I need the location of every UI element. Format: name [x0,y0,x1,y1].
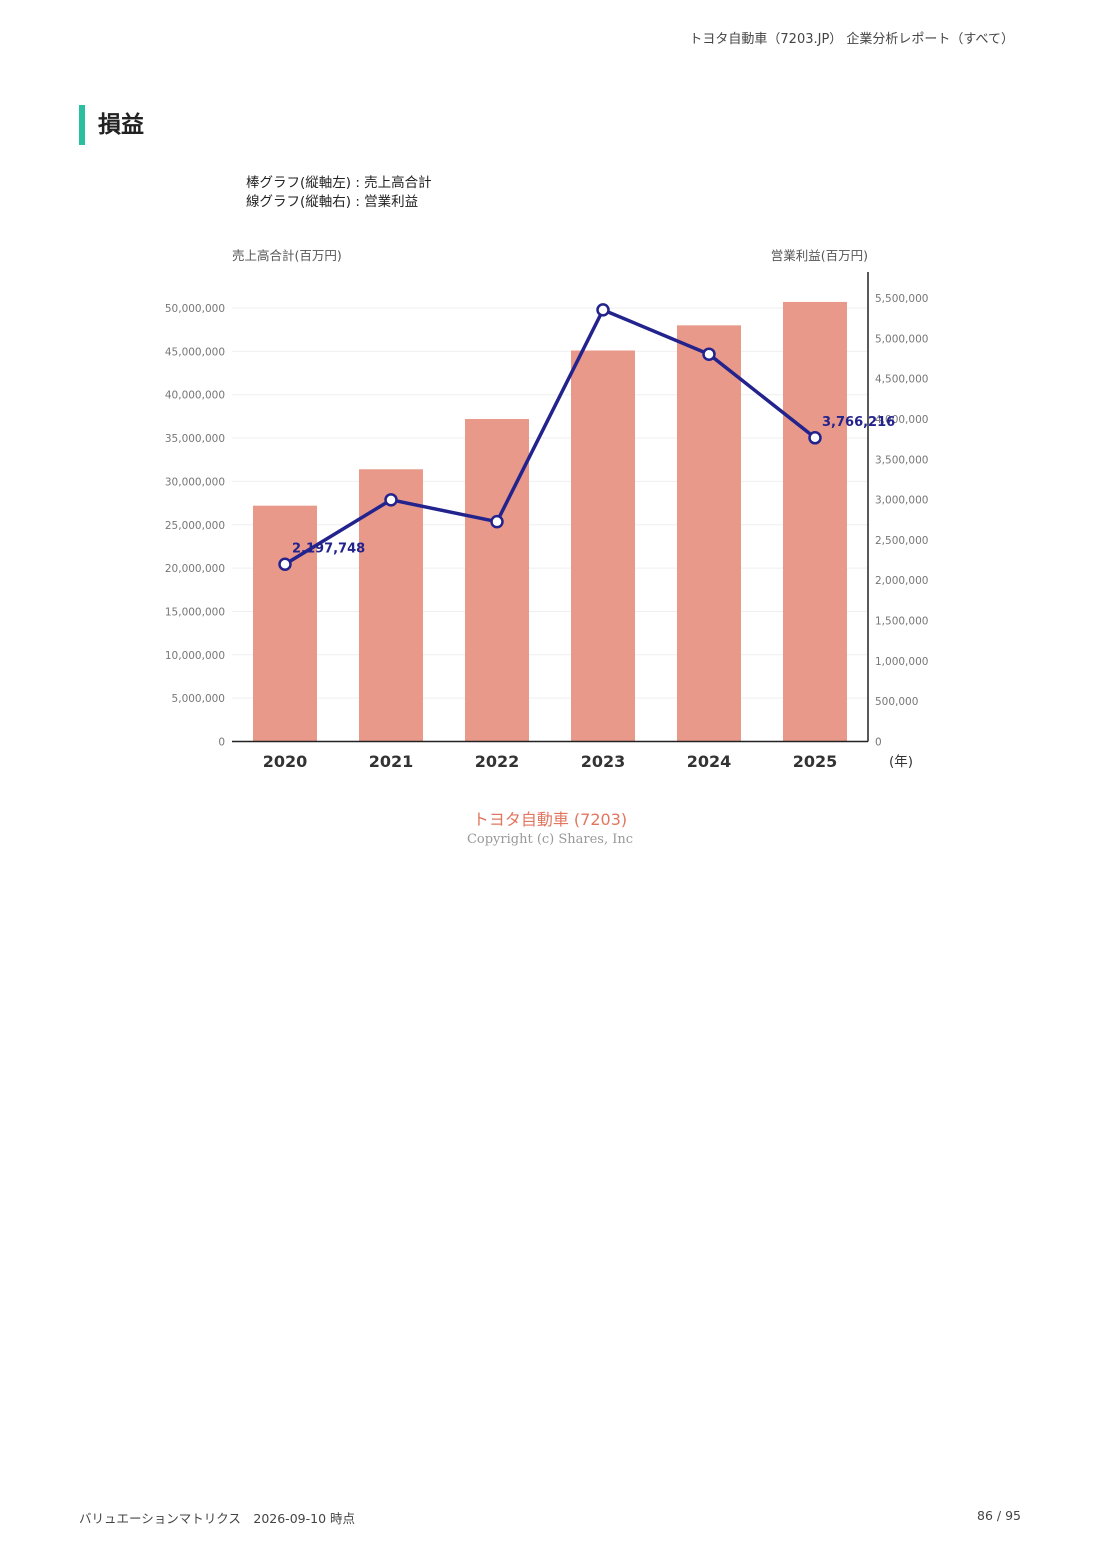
chart-axes: 売上高合計(百万円) 営業利益(百万円) (年) 0 5,000,000 10,00… [165,248,929,771]
line-point [596,303,610,317]
y-right-tick-label: 1,000,000 [875,656,928,668]
y-right-tick-label: 5,500,000 [875,293,928,305]
y-left-tick-label: 45,000,000 [165,346,225,358]
page-number: 86 / 95 [977,1508,1021,1523]
y-left-tick-label: 40,000,000 [165,390,225,402]
combo-chart: 売上高合計(百万円) 営業利益(百万円) (年) 0 5,000,000 10,00… [165,248,929,771]
section-title: 損益 [79,105,144,145]
y-right-tick-label: 500,000 [875,696,918,708]
bar [677,325,741,742]
report-header: トヨタ自動車（7203.JP） 企業分析レポート（すべて） [689,32,1014,47]
bar [253,505,317,742]
y-left-axis-label: 売上高合計(百万円) [232,248,342,263]
line-point [278,557,292,572]
line-point [808,431,822,445]
line-point [384,493,398,507]
y-right-tick-label: 2,000,000 [875,575,928,587]
bar-series [253,301,847,742]
y-right-tick-label: 3,500,000 [875,454,928,466]
x-tick-label: 2020 [263,752,308,771]
y-left-tick-label: 50,000,000 [165,303,225,315]
x-axis-unit-label: (年) [889,754,913,770]
x-tick-label: 2022 [475,752,520,771]
bar [359,469,423,742]
data-label: 3,766,216 [822,415,895,430]
y-right-tick-label: 5,000,000 [875,333,928,345]
y-left-tick-label: 30,000,000 [165,476,225,488]
x-tick-label: 2023 [581,752,626,771]
y-right-axis-label: 営業利益(百万円) [771,248,868,263]
y-right-tick-label: 4,500,000 [875,374,928,386]
chart-company-caption: トヨタ自動車 (7203) [472,810,628,829]
chart-copyright: Copyright (c) Shares, Inc [466,832,634,847]
x-tick-label: 2025 [793,752,838,771]
line-path [284,308,817,566]
line-point [490,514,504,529]
line-series [278,303,822,572]
y-left-tick-label: 0 [218,737,225,749]
y-right-tick-label: 4,000,000 [875,414,928,426]
x-tick-label: 2024 [687,752,732,771]
line-point [702,347,716,361]
y-left-tick-label: 20,000,000 [165,563,225,575]
bar [465,418,529,742]
y-left-tick-label: 5,000,000 [172,693,225,705]
y-right-tick-label: 0 [875,737,882,749]
legend-note-line: 線グラフ(縦軸右) : 営業利益 [246,194,419,210]
y-left-tick-label: 35,000,000 [165,433,225,445]
y-right-tick-label: 3,000,000 [875,495,928,507]
y-right-tick-label: 2,500,000 [875,535,928,547]
y-right-tick-label: 1,500,000 [875,616,928,628]
y-left-tick-label: 25,000,000 [165,520,225,532]
bar [783,301,847,742]
y-left-tick-label: 10,000,000 [165,650,225,662]
chart-legend-note: 棒グラフ(縦軸左) : 売上高合計 線グラフ(縦軸右) : 営業利益 [246,174,432,212]
legend-note-bar: 棒グラフ(縦軸左) : 売上高合計 [246,175,432,191]
data-labels: 2,197,748 3,766,216 [292,415,895,556]
footer-source: バリュエーションマトリクス 2026-09-10 時点 [79,1511,355,1526]
x-tick-label: 2021 [369,752,414,771]
y-left-tick-label: 15,000,000 [165,606,225,618]
chart-grid [232,307,868,699]
bar [571,350,635,742]
data-label: 2,197,748 [292,541,365,556]
